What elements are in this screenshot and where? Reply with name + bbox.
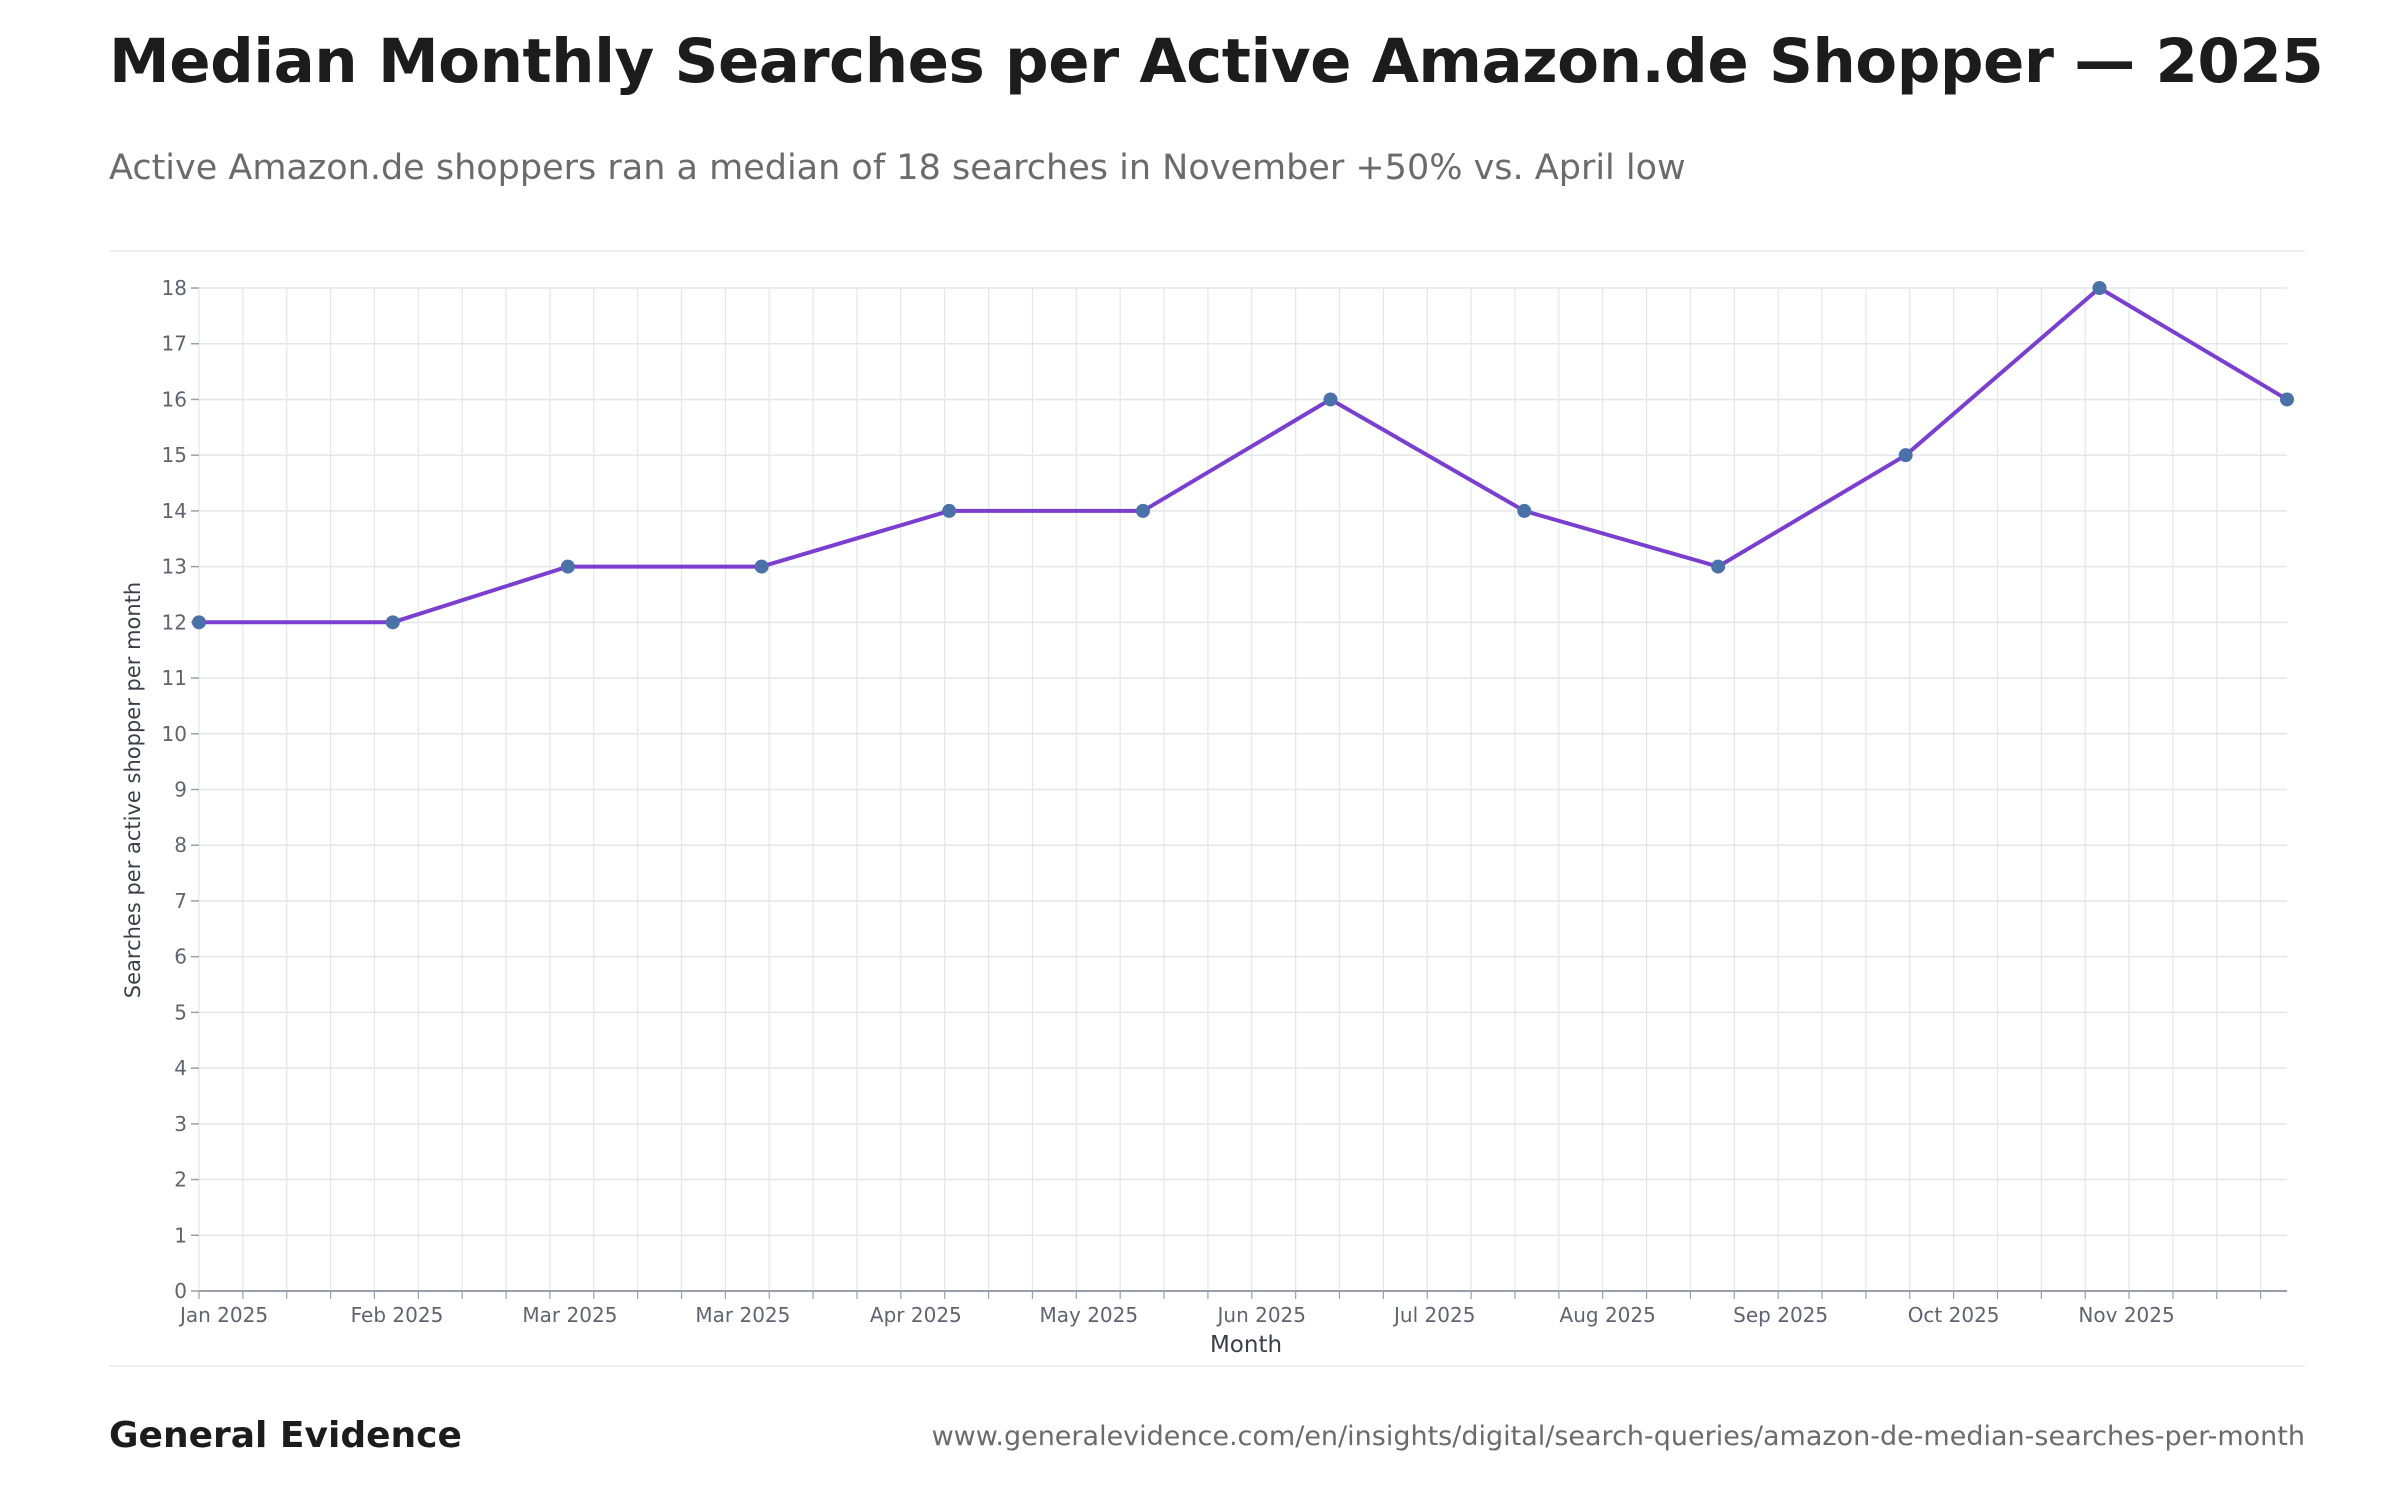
x-tick-label: Jul 2025 bbox=[1392, 1303, 1475, 1327]
y-tick-label: 15 bbox=[162, 443, 187, 467]
y-axis-label: Searches per active shopper per month bbox=[121, 582, 145, 998]
data-point bbox=[942, 503, 957, 518]
y-tick-label: 16 bbox=[162, 387, 187, 411]
data-point bbox=[1517, 503, 1532, 518]
y-tick-label: 2 bbox=[174, 1168, 187, 1192]
data-point bbox=[1898, 448, 1913, 463]
y-tick-label: 4 bbox=[174, 1056, 187, 1080]
bottom-divider bbox=[109, 1365, 2305, 1367]
data-point bbox=[1135, 503, 1150, 518]
axes bbox=[191, 287, 2287, 1299]
y-tick-label: 8 bbox=[174, 833, 187, 857]
data-point bbox=[754, 559, 769, 574]
y-tick-label: 5 bbox=[174, 1000, 187, 1024]
x-tick-label: Nov 2025 bbox=[2078, 1303, 2174, 1327]
x-tick-label: Sep 2025 bbox=[1733, 1303, 1828, 1327]
y-tick-label: 0 bbox=[174, 1279, 187, 1303]
x-axis-label: Month bbox=[1210, 1332, 1282, 1358]
chart-title: Median Monthly Searches per Active Amazo… bbox=[109, 26, 2324, 97]
x-tick-label: Aug 2025 bbox=[1560, 1303, 1656, 1327]
x-tick-label: Mar 2025 bbox=[695, 1303, 790, 1327]
y-tick-label: 18 bbox=[162, 276, 187, 300]
y-tick-label: 3 bbox=[174, 1112, 187, 1136]
y-tick-label: 6 bbox=[174, 945, 187, 969]
data-point bbox=[560, 559, 575, 574]
series-line bbox=[199, 286, 2289, 625]
major-grid bbox=[199, 287, 2287, 1292]
x-tick-label: Oct 2025 bbox=[1908, 1303, 2000, 1327]
source-url[interactable]: www.generalevidence.com/en/insights/digi… bbox=[931, 1421, 2305, 1452]
x-tick-label: Feb 2025 bbox=[351, 1303, 444, 1327]
y-tick-label: 10 bbox=[162, 722, 187, 746]
data-point bbox=[1711, 559, 1726, 574]
y-tick-label: 1 bbox=[174, 1223, 187, 1247]
y-tick-label: 14 bbox=[162, 499, 187, 523]
x-tick-label: Mar 2025 bbox=[522, 1303, 617, 1327]
x-tick-label: Jan 2025 bbox=[178, 1303, 268, 1327]
data-point bbox=[192, 615, 206, 630]
y-tick-label: 7 bbox=[174, 889, 187, 913]
y-tick-label: 11 bbox=[162, 666, 187, 690]
data-point bbox=[2280, 392, 2294, 407]
x-axis-ticks: Jan 2025 Feb 2025 Mar 2025 Mar 2025 Apr 2025… bbox=[178, 1303, 2175, 1327]
chart-subtitle: Active Amazon.de shoppers ran a median o… bbox=[109, 148, 1686, 188]
data-point bbox=[2092, 281, 2107, 295]
y-tick-label: 17 bbox=[162, 332, 187, 356]
x-tick-label: Apr 2025 bbox=[870, 1303, 962, 1327]
x-tick-label: Jun 2025 bbox=[1216, 1303, 1307, 1327]
data-point bbox=[385, 615, 400, 630]
y-tick-label: 9 bbox=[174, 778, 187, 802]
y-tick-label: 12 bbox=[162, 610, 187, 634]
top-divider bbox=[109, 250, 2305, 252]
brand-logo-text: General Evidence bbox=[109, 1415, 462, 1456]
data-points bbox=[192, 281, 2294, 630]
series-polyline bbox=[199, 286, 2289, 625]
y-tick-label: 13 bbox=[162, 555, 187, 579]
x-tick-label: May 2025 bbox=[1040, 1303, 1139, 1327]
data-point bbox=[1323, 392, 1338, 407]
